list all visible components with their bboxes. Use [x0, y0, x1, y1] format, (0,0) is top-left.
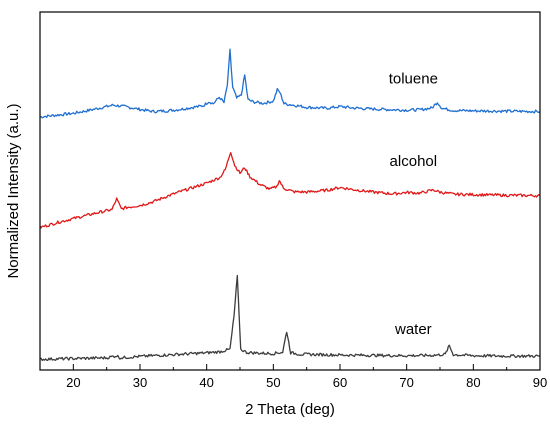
x-tick-label: 40: [199, 375, 213, 390]
series-line-water: [39, 274, 541, 362]
x-tick-label: 50: [266, 375, 280, 390]
x-tick-label: 70: [399, 375, 413, 390]
plot-frame: [39, 11, 541, 371]
y-axis-title: Normalized Intensity (a.u.): [5, 103, 22, 278]
x-tick-label: 20: [66, 375, 80, 390]
series-line-toluene: [39, 48, 541, 119]
series-layer: [39, 48, 541, 362]
series-line-alcohol: [39, 152, 541, 229]
x-tick-label: 90: [533, 375, 547, 390]
series-label-alcohol: alcohol: [390, 153, 438, 170]
series-label-toluene: toluene: [389, 71, 438, 88]
series-label-water: water: [394, 321, 432, 338]
x-tick-label: 80: [466, 375, 480, 390]
x-tick-label: 60: [333, 375, 347, 390]
ticks-layer: 20 30 40 50 60 70 80 90: [39, 364, 547, 390]
x-axis-title: 2 Theta (deg): [245, 401, 335, 418]
series-labels: toluene alcohol water: [389, 71, 438, 339]
x-tick-label: 30: [133, 375, 147, 390]
